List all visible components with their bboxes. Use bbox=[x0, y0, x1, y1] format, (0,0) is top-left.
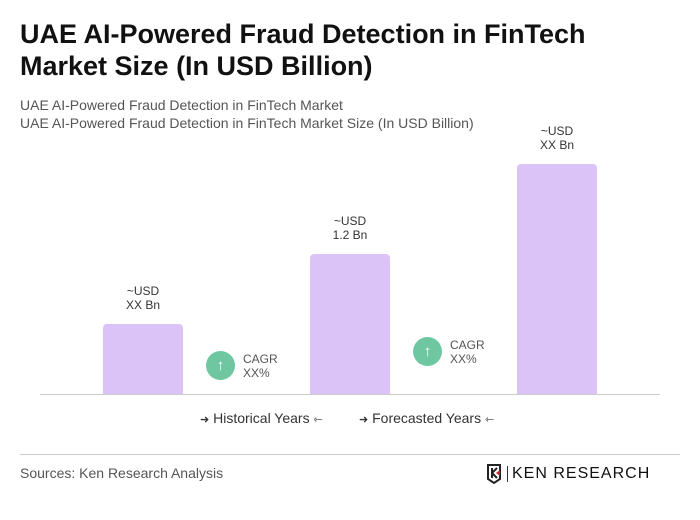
legend-label: Forecasted Years bbox=[372, 410, 482, 426]
legend-historical: ➜ Historical Years ⇽ bbox=[200, 410, 323, 426]
arrow-right-icon: ➜ bbox=[359, 414, 369, 426]
arrow-up-icon: ↑ bbox=[413, 337, 442, 366]
arrow-left-icon: ⇽ bbox=[484, 414, 495, 426]
x-axis bbox=[40, 394, 660, 395]
divider bbox=[20, 454, 680, 455]
source-note: Sources: Ken Research Analysis bbox=[20, 465, 224, 481]
subtitle-2: UAE AI-Powered Fraud Detection in FinTec… bbox=[20, 115, 474, 131]
arrow-up-icon: ↑ bbox=[206, 351, 235, 380]
data-label: ~USD XX Bn bbox=[125, 284, 161, 312]
cagr-annotation: ↑ CAGR XX% bbox=[413, 337, 485, 366]
arrow-left-icon: ⇽ bbox=[313, 414, 323, 426]
cagr-annotation: ↑ CAGR XX% bbox=[206, 351, 278, 380]
legend-forecasted: ➜ Forecasted Years ⇽ bbox=[359, 410, 494, 426]
bar bbox=[517, 164, 597, 394]
cagr-value: XX% bbox=[450, 351, 477, 366]
cagr-value: XX% bbox=[243, 365, 270, 380]
data-label: ~USD 1.2 Bn bbox=[332, 214, 368, 242]
subtitle: UAE AI-Powered Fraud Detection in FinTec… bbox=[20, 97, 343, 113]
bar bbox=[310, 254, 390, 394]
ken-research-logo: KEN RESEARCH bbox=[486, 464, 650, 484]
logo-icon bbox=[487, 464, 501, 484]
data-label: ~USD XX Bn bbox=[539, 124, 575, 153]
cagr-label: CAGR bbox=[450, 337, 485, 352]
bar bbox=[103, 324, 183, 394]
cagr-label: CAGR bbox=[243, 351, 278, 366]
arrow-right-icon: ➜ bbox=[200, 414, 210, 426]
legend-label: Historical Years bbox=[213, 410, 310, 426]
chart-title: UAE AI-Powered Fraud Detection in FinTec… bbox=[20, 19, 586, 81]
